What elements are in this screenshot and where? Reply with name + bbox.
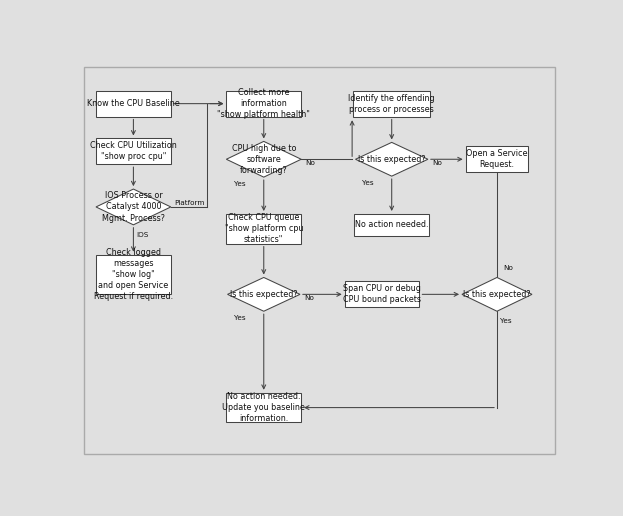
Bar [353, 91, 430, 117]
Text: No action needed.
Update you baseline
information.: No action needed. Update you baseline in… [222, 392, 305, 423]
Text: Check logged
messages
"show log"
and open Service
Request if required.: Check logged messages "show log" and ope… [94, 248, 173, 301]
Polygon shape [356, 142, 428, 176]
Text: No: No [305, 160, 315, 166]
Bar [96, 138, 171, 164]
Text: IOS Process or
Catalyst 4000
Mgmt. Process?: IOS Process or Catalyst 4000 Mgmt. Proce… [102, 191, 165, 222]
Text: Check CPU queue
"show platform cpu
statistics": Check CPU queue "show platform cpu stati… [224, 213, 303, 245]
Bar [96, 91, 171, 117]
Text: No: No [503, 265, 513, 270]
Bar [226, 393, 301, 423]
Bar [465, 147, 528, 172]
Polygon shape [462, 278, 532, 311]
Text: Collect more
information
"show platform health": Collect more information "show platform … [217, 88, 310, 119]
Text: Is this expected?: Is this expected? [230, 290, 298, 299]
Bar [96, 254, 171, 294]
Text: Is this expected?: Is this expected? [358, 155, 426, 164]
Polygon shape [96, 189, 171, 225]
Polygon shape [226, 141, 301, 177]
Text: Yes: Yes [362, 180, 373, 186]
Text: No: No [432, 160, 442, 166]
Text: Yes: Yes [234, 315, 245, 321]
Text: Is this expected?: Is this expected? [463, 290, 531, 299]
Polygon shape [227, 278, 300, 311]
Text: CPU high due to
software
forwarding?: CPU high due to software forwarding? [232, 143, 296, 175]
Bar [226, 91, 301, 117]
Text: Identify the offending
process or processes: Identify the offending process or proces… [348, 93, 435, 114]
Text: Yes: Yes [234, 181, 245, 187]
Bar [345, 281, 419, 307]
Bar [226, 214, 301, 244]
Text: Platform: Platform [174, 200, 205, 206]
Text: No action needed.: No action needed. [355, 220, 429, 229]
Bar [354, 214, 429, 236]
Text: IOS: IOS [136, 232, 148, 238]
Text: Span CPU or debug
CPU bound packets: Span CPU or debug CPU bound packets [343, 284, 421, 304]
Text: Know the CPU Baseline: Know the CPU Baseline [87, 99, 180, 108]
Text: Check CPU Utilization
"show proc cpu": Check CPU Utilization "show proc cpu" [90, 141, 177, 162]
Text: No: No [304, 295, 314, 301]
Text: Yes: Yes [500, 318, 511, 324]
Text: Open a Service
Request.: Open a Service Request. [466, 149, 528, 169]
